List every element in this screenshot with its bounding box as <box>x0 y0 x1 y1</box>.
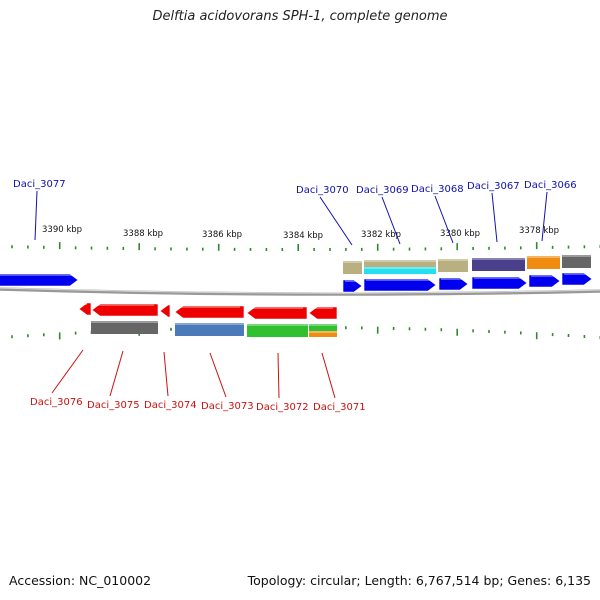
gene-label: Daci_3076 <box>30 397 83 408</box>
scale-label: 3390 kbp <box>42 225 82 235</box>
reverse-gene-arrow <box>91 303 159 317</box>
gene-label: Daci_3072 <box>256 402 309 413</box>
reverse-domain <box>309 331 337 337</box>
gene-label: Daci_3071 <box>313 402 366 413</box>
gene-label-leader <box>321 352 336 399</box>
reverse-domain <box>247 324 308 337</box>
reverse-gene-arrow <box>246 306 308 320</box>
gene-label: Daci_3067 <box>467 181 520 192</box>
scale-label: 3380 kbp <box>440 229 480 239</box>
scale-label: 3388 kbp <box>123 229 163 239</box>
reverse-gene-arrow <box>174 305 245 319</box>
gene-label: Daci_3070 <box>296 185 349 196</box>
forward-gene-arrow <box>342 279 363 293</box>
forward-domain <box>527 256 560 269</box>
gene-label-leader <box>319 196 353 246</box>
gene-label: Daci_3069 <box>356 185 409 196</box>
forward-domain <box>438 259 468 272</box>
forward-domain <box>562 255 591 268</box>
gene-label-leader <box>109 350 124 397</box>
genome-backbone-highlight <box>0 287 600 294</box>
gene-label-leader <box>277 352 280 399</box>
accession-text: Accession: NC_010002 <box>9 573 152 588</box>
forward-domain-shine <box>527 256 560 258</box>
gene-label-leader <box>163 351 169 397</box>
gene-label: Daci_3066 <box>524 180 577 191</box>
gene-label-leader <box>209 352 227 398</box>
gene-label-leader <box>434 195 454 244</box>
gene-label-leader <box>34 190 38 241</box>
reverse-gene-arrow <box>308 306 338 320</box>
forward-gene-arrow <box>363 278 437 292</box>
reverse-domain-shine <box>247 324 308 326</box>
reverse-gene-arrow <box>159 304 171 318</box>
reverse-domain-shine <box>91 321 158 323</box>
reverse-domain <box>175 323 244 336</box>
forward-gene-arrow <box>0 273 79 287</box>
genome-backbone <box>0 287 600 296</box>
reverse-domain-shine <box>309 331 337 333</box>
scale-label: 3378 kbp <box>519 226 559 236</box>
forward-domain-shine <box>438 259 468 261</box>
gene-label: Daci_3068 <box>411 184 464 195</box>
reverse-domain-shine <box>309 324 337 326</box>
forward-domain <box>364 260 436 267</box>
gene-label: Daci_3073 <box>201 401 254 412</box>
forward-domain <box>472 258 525 271</box>
forward-domain-shine <box>364 267 436 269</box>
scale-label: 3382 kbp <box>361 230 401 240</box>
gene-label: Daci_3075 <box>87 400 140 411</box>
reverse-gene-arrow <box>78 302 92 316</box>
scale-label: 3386 kbp <box>202 230 242 240</box>
forward-gene-arrow <box>528 274 561 288</box>
reverse-domain <box>309 324 337 331</box>
gene-label-leader <box>491 192 498 243</box>
genome-title: Delftia acidovorans SPH-1, complete geno… <box>152 9 448 24</box>
forward-domain-shine <box>472 258 525 260</box>
gene-label: Daci_3077 <box>13 179 66 190</box>
gene-label-leader <box>381 196 401 245</box>
forward-domain-shine <box>343 261 362 263</box>
genome-summary-text: Topology: circular; Length: 6,767,514 bp… <box>247 573 591 588</box>
scale-label: 3384 kbp <box>283 231 323 241</box>
forward-domain-shine <box>562 255 591 257</box>
reverse-domain-shine <box>175 323 244 325</box>
forward-gene-arrow <box>438 277 469 291</box>
forward-domain <box>364 267 436 274</box>
forward-domain-shine <box>364 260 436 262</box>
forward-gene-arrow <box>561 272 593 286</box>
gene-label: Daci_3074 <box>144 400 197 411</box>
gene-label-leader <box>541 191 548 242</box>
forward-domain <box>343 261 362 274</box>
forward-gene-arrow <box>471 276 528 290</box>
reverse-domain <box>91 321 158 334</box>
gene-label-leader <box>51 349 84 394</box>
